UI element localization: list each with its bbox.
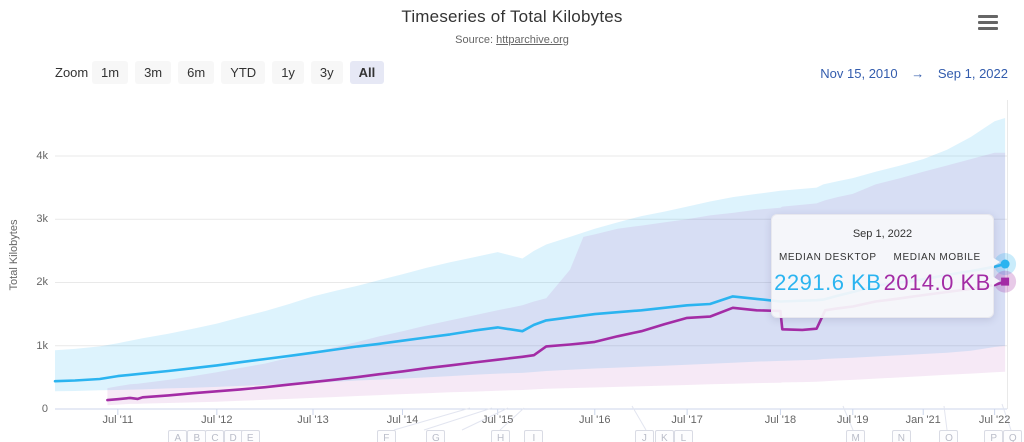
tooltip-desktop-value: 2291.6 KB bbox=[774, 270, 882, 295]
flag-G[interactable]: G bbox=[426, 430, 446, 442]
flag-B[interactable]: B bbox=[187, 430, 207, 442]
x-tick-label: Jul '12 bbox=[201, 414, 233, 426]
tooltip-date: Sep 1, 2022 bbox=[852, 228, 913, 240]
tooltip-desktop-label: MEDIAN DESKTOP bbox=[778, 252, 877, 263]
x-tick-label: Jul '14 bbox=[386, 414, 419, 426]
y-tick-label: 3k bbox=[36, 213, 48, 226]
range-button-3m[interactable]: 3m bbox=[135, 61, 172, 84]
range-selector: 1m 3m 6m YTD 1y 3y All bbox=[92, 61, 385, 84]
flag-E[interactable]: E bbox=[240, 430, 260, 442]
x-tick-label: Jul '15 bbox=[481, 414, 514, 426]
flag-D[interactable]: D bbox=[223, 430, 243, 442]
flag-N[interactable]: N bbox=[891, 430, 911, 442]
x-tick-label: Jan '21 bbox=[905, 414, 941, 426]
flag-I[interactable]: I bbox=[524, 430, 544, 442]
desktop-point-marker bbox=[1000, 259, 1010, 269]
flag-F[interactable]: F bbox=[376, 430, 396, 442]
flag-connector bbox=[842, 405, 854, 431]
flag-K[interactable]: K bbox=[654, 430, 674, 442]
x-tick-label: Jul '22 bbox=[978, 414, 1011, 426]
x-tick-label: Jul '13 bbox=[297, 414, 329, 426]
tooltip-pointer-mobile bbox=[992, 276, 1000, 286]
flag-connector bbox=[943, 405, 948, 431]
range-button-ytd[interactable]: YTD bbox=[221, 61, 266, 84]
x-tick-label: Jul '11 bbox=[102, 414, 134, 426]
flag-M[interactable]: M bbox=[846, 430, 866, 442]
flag-L[interactable]: L bbox=[673, 430, 693, 442]
flag-connector bbox=[423, 407, 493, 431]
range-button-1y[interactable]: 1y bbox=[272, 61, 304, 84]
flag-H[interactable]: H bbox=[491, 430, 511, 442]
flag-C[interactable]: C bbox=[205, 430, 225, 442]
y-tick-label: 1k bbox=[36, 339, 48, 352]
flag-P[interactable]: P bbox=[984, 430, 1004, 442]
x-tick-label: Jul '16 bbox=[579, 414, 611, 426]
y-tick-label: 4k bbox=[36, 149, 48, 162]
range-button-6m[interactable]: 6m bbox=[178, 61, 215, 84]
median-desktop-band bbox=[55, 118, 1006, 392]
range-from-input[interactable]: Nov 15, 2010 bbox=[820, 66, 898, 81]
tooltip-mobile-label: MEDIAN MOBILE bbox=[893, 252, 981, 263]
range-button-all[interactable]: All bbox=[349, 61, 385, 84]
tooltip-mobile-value: 2014.0 KB bbox=[883, 270, 991, 295]
flag-connector bbox=[631, 405, 647, 431]
flag-connector bbox=[393, 407, 471, 431]
chart-tooltip: Sep 1, 2022 MEDIAN DESKTOP 2291.6 KB MED… bbox=[771, 214, 1000, 318]
y-tick-label: 2k bbox=[36, 276, 48, 289]
x-tick-label: Jul '18 bbox=[764, 414, 797, 426]
flag-connector bbox=[499, 407, 525, 431]
flag-O[interactable]: O bbox=[939, 430, 959, 442]
zoom-label: Zoom bbox=[55, 65, 89, 80]
mobile-point-marker bbox=[1001, 277, 1010, 286]
tooltip-pointer-desktop bbox=[992, 257, 1000, 267]
range-button-1m[interactable]: 1m bbox=[92, 61, 129, 84]
flag-J[interactable]: J bbox=[634, 430, 654, 442]
x-tick-label: Jul '19 bbox=[837, 414, 869, 426]
range-button-3y[interactable]: 3y bbox=[310, 61, 343, 84]
flag-Q[interactable]: Q bbox=[1003, 430, 1023, 442]
source-link[interactable]: httparchive.org bbox=[496, 34, 569, 46]
flag-A[interactable]: A bbox=[168, 430, 188, 442]
chart-title: Timeseries of Total Kilobytes bbox=[401, 7, 623, 26]
range-arrow: → bbox=[911, 66, 925, 81]
x-tick-label: Jul '17 bbox=[671, 414, 703, 426]
date-range-display: Nov 15, 2010 → Sep 1, 2022 bbox=[820, 66, 1008, 81]
subtitle-prefix: Source: bbox=[455, 34, 494, 46]
chart-subtitle: Source: httparchive.org bbox=[0, 34, 1024, 46]
range-to-input[interactable]: Sep 1, 2022 bbox=[937, 66, 1008, 81]
y-tick-label: 0 bbox=[41, 403, 48, 415]
flag-connector bbox=[461, 407, 509, 431]
chart-context-menu-button[interactable] bbox=[976, 10, 1006, 34]
flag-connector bbox=[1001, 403, 1012, 431]
